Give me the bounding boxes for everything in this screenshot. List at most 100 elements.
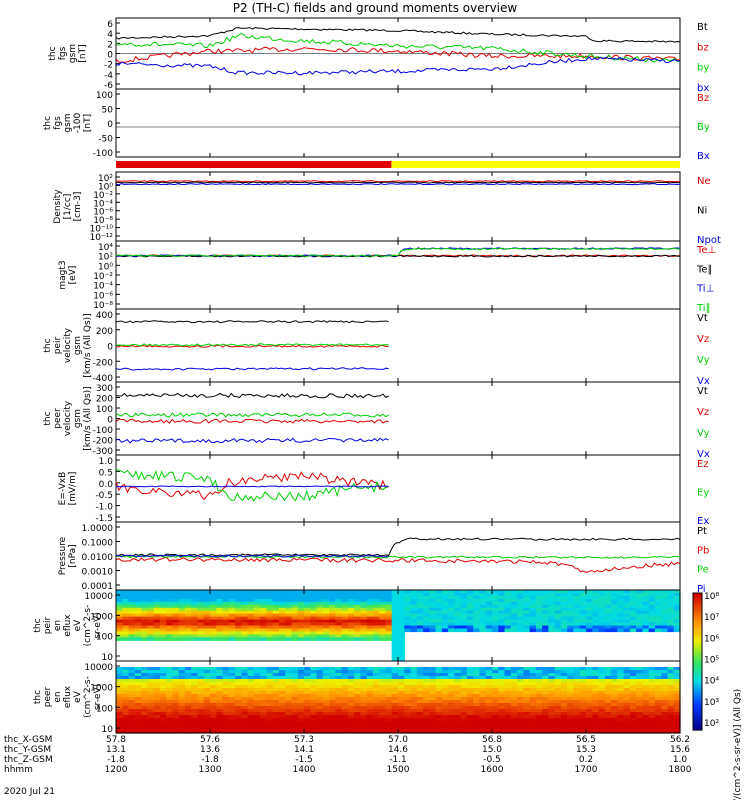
spectrogram-cell xyxy=(673,604,681,609)
spectrogram-cell xyxy=(329,673,336,677)
spectrogram-cell xyxy=(598,667,606,671)
spectrogram-cell xyxy=(617,595,625,600)
spectrogram-cell xyxy=(617,628,625,633)
spectrogram-cell xyxy=(404,682,412,686)
spectrogram-cell xyxy=(648,718,656,722)
spectrogram-cell xyxy=(134,676,142,680)
spectrogram-cell xyxy=(636,700,643,704)
spectrogram-cell xyxy=(166,634,173,638)
spectrogram-cell xyxy=(297,727,305,731)
spectrogram-cell xyxy=(592,625,600,630)
spectrogram-cell xyxy=(423,593,430,597)
spectrogram-cell xyxy=(272,607,280,612)
colorbar-step xyxy=(693,647,702,651)
chart-title: P2 (TH-C) fields and ground moments over… xyxy=(232,1,518,15)
spectrogram-cell xyxy=(310,607,318,612)
spectrogram-cell xyxy=(172,590,180,594)
spectrogram-cell xyxy=(654,703,662,707)
spectrogram-cell xyxy=(147,706,155,710)
spectrogram-cell xyxy=(191,682,199,686)
spectrogram-cell xyxy=(372,616,380,621)
spectrogram-cell xyxy=(260,721,267,725)
spectrogram-cell xyxy=(191,593,199,597)
spectrogram-cell xyxy=(586,676,593,680)
spectrogram-cell xyxy=(416,625,424,630)
spectrogram-cell xyxy=(178,622,186,627)
spectrogram-cell xyxy=(141,676,148,680)
spectrogram-cell xyxy=(385,682,393,686)
spectrogram-cell xyxy=(266,598,274,603)
spectrogram-cell xyxy=(216,610,224,615)
spectrogram-cell xyxy=(548,688,556,692)
spectrogram-cell xyxy=(629,679,637,683)
spectrogram-cell xyxy=(278,715,286,719)
legend-by: By xyxy=(697,122,710,133)
spectrogram-cell xyxy=(228,721,236,725)
spectrogram-cell xyxy=(473,685,481,689)
colorbar-step xyxy=(693,693,702,697)
spectrogram-cell xyxy=(272,724,280,728)
spectrogram-cell xyxy=(210,703,217,707)
y-axis-label: peir xyxy=(53,336,63,354)
spectrogram-cell xyxy=(398,628,405,633)
spectrogram-cell xyxy=(141,730,148,734)
spectrogram-cell xyxy=(435,628,443,633)
spectrogram-cell xyxy=(617,709,625,713)
spectrogram-cell xyxy=(228,724,236,728)
y-tick-label: -1.5 xyxy=(95,514,113,524)
spectrogram-cell xyxy=(485,616,493,621)
spectrogram-cell xyxy=(203,682,211,686)
spectrogram-cell xyxy=(554,676,562,680)
x-row-label: thc_Z-GSM xyxy=(4,755,53,765)
spectrogram-cell xyxy=(492,619,499,624)
spectrogram-cell xyxy=(385,679,393,683)
spectrogram-cell xyxy=(210,670,217,674)
spectrogram-cell xyxy=(416,673,424,677)
spectrogram-cell xyxy=(598,607,606,612)
spectrogram-cell xyxy=(247,673,255,677)
spectrogram-cell xyxy=(673,676,681,680)
spectrogram-cell xyxy=(517,628,524,633)
spectrogram-cell xyxy=(347,730,355,734)
spectrogram-cell xyxy=(316,727,324,731)
spectrogram-cell xyxy=(673,616,681,621)
spectrogram-cell xyxy=(441,607,449,612)
spectrogram-cell xyxy=(203,619,211,624)
spectrogram-cell xyxy=(379,619,387,624)
spectrogram-cell xyxy=(147,622,155,627)
spectrogram-cell xyxy=(347,724,355,728)
spectrogram-cell xyxy=(191,634,199,638)
spectrogram-cell xyxy=(166,673,173,677)
spectrogram-cell xyxy=(304,637,311,641)
spectrogram-cell xyxy=(153,595,161,600)
spectrogram-cell xyxy=(241,625,249,630)
spectrogram-cell xyxy=(535,691,543,695)
spectrogram-cell xyxy=(617,727,625,731)
colorbar-tick-label: 10⁵ xyxy=(704,656,719,666)
spectrogram-cell xyxy=(304,625,311,630)
spectrogram-cell xyxy=(448,715,455,719)
spectrogram-cell xyxy=(197,595,205,600)
spectrogram-cell xyxy=(203,598,211,603)
spectrogram-cell xyxy=(191,622,199,627)
spectrogram-cell xyxy=(172,595,180,600)
spectrogram-cell xyxy=(423,703,430,707)
spectrogram-cell xyxy=(310,622,318,627)
spectrogram-cell xyxy=(529,700,537,704)
spectrogram-cell xyxy=(141,590,148,594)
spectrogram-cell xyxy=(448,598,455,603)
spectrogram-cell xyxy=(473,625,481,630)
spectrogram-cell xyxy=(567,625,575,630)
spectrogram-cell xyxy=(235,700,242,704)
spectrogram-cell xyxy=(586,607,593,612)
spectrogram-cell xyxy=(297,697,305,701)
spectrogram-cell xyxy=(592,721,600,725)
spectrogram-cell xyxy=(554,610,562,615)
legend-bt: Bt xyxy=(697,22,708,33)
spectrogram-cell xyxy=(485,706,493,710)
spectrogram-cell xyxy=(278,593,286,597)
spectrogram-cell xyxy=(197,709,205,713)
spectrogram-cell xyxy=(523,667,531,671)
spectrogram-cell xyxy=(241,610,249,615)
spectrogram-cell xyxy=(510,730,518,734)
